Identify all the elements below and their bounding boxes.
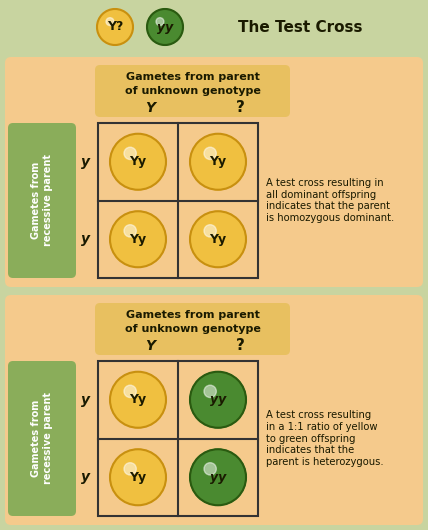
FancyBboxPatch shape (8, 123, 76, 278)
Text: y: y (81, 470, 90, 484)
FancyBboxPatch shape (5, 295, 423, 525)
Text: yy: yy (157, 21, 173, 33)
Circle shape (190, 372, 246, 428)
Circle shape (204, 147, 216, 160)
Circle shape (110, 134, 166, 190)
Text: of unknown genotype: of unknown genotype (125, 86, 260, 96)
Text: Gametes from parent: Gametes from parent (125, 72, 259, 82)
Circle shape (204, 225, 216, 237)
FancyBboxPatch shape (5, 57, 423, 287)
Circle shape (124, 147, 137, 160)
Text: Yy: Yy (129, 155, 146, 168)
Circle shape (124, 463, 137, 475)
Circle shape (190, 211, 246, 267)
Text: yy: yy (210, 471, 226, 484)
Text: Yy: Yy (209, 233, 226, 246)
Text: y: y (81, 155, 90, 169)
Bar (98, 361, 258, 516)
Circle shape (124, 225, 137, 237)
Text: Gametes from parent: Gametes from parent (125, 310, 259, 320)
Circle shape (156, 17, 164, 25)
Text: y: y (81, 232, 90, 246)
Text: Y: Y (145, 101, 155, 115)
Text: ?: ? (235, 101, 244, 116)
Circle shape (204, 463, 216, 475)
Circle shape (124, 385, 137, 398)
Text: Yy: Yy (129, 393, 146, 407)
Text: Yy: Yy (129, 233, 146, 246)
Text: The Test Cross: The Test Cross (238, 20, 362, 34)
Circle shape (110, 372, 166, 428)
Circle shape (147, 9, 183, 45)
Circle shape (110, 211, 166, 267)
Text: Yy: Yy (209, 155, 226, 168)
Bar (98, 123, 258, 278)
FancyBboxPatch shape (95, 303, 290, 355)
Circle shape (97, 9, 133, 45)
FancyBboxPatch shape (0, 0, 428, 55)
Text: Gametes from
recessive parent: Gametes from recessive parent (31, 155, 53, 246)
Circle shape (106, 17, 114, 25)
FancyBboxPatch shape (8, 361, 76, 516)
Text: A test cross resulting
in a 1:1 ratio of yellow
to green offspring
indicates tha: A test cross resulting in a 1:1 ratio of… (266, 410, 383, 467)
Text: of unknown genotype: of unknown genotype (125, 324, 260, 334)
Text: yy: yy (210, 393, 226, 407)
Text: ?: ? (235, 339, 244, 354)
Text: Yy: Yy (129, 471, 146, 484)
FancyBboxPatch shape (95, 65, 290, 117)
Text: A test cross resulting in
all dominant offspring
indicates that the parent
is ho: A test cross resulting in all dominant o… (266, 178, 394, 223)
Text: Gametes from
recessive parent: Gametes from recessive parent (31, 393, 53, 484)
Circle shape (110, 449, 166, 505)
Text: Y?: Y? (107, 21, 123, 33)
Circle shape (190, 134, 246, 190)
Circle shape (204, 385, 216, 398)
Text: y: y (81, 393, 90, 407)
Text: Y: Y (145, 339, 155, 353)
Circle shape (190, 449, 246, 505)
